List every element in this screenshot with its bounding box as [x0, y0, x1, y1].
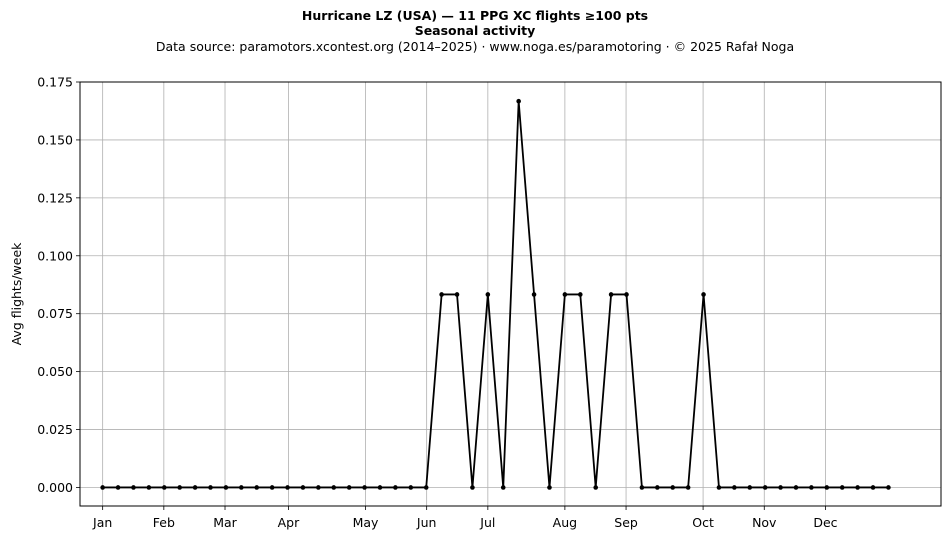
data-point — [239, 485, 244, 490]
x-tick-label: Mar — [213, 515, 237, 530]
series-line — [102, 100, 889, 489]
data-point — [624, 292, 629, 297]
y-tick-label: 0.175 — [37, 75, 73, 90]
plot-frame — [79, 81, 942, 507]
y-tick-label: 0.025 — [37, 422, 73, 437]
x-tick-label: Jun — [416, 515, 437, 530]
data-point — [562, 292, 568, 297]
chart-title: Hurricane LZ (USA) — 11 PPG XC flights ≥… — [301, 8, 649, 23]
data-point — [639, 485, 645, 490]
data-point — [439, 292, 444, 297]
data-point — [732, 485, 737, 490]
data-point — [855, 485, 860, 490]
data-point — [285, 485, 290, 490]
y-tick-label: 0.075 — [37, 306, 73, 321]
data-point — [516, 98, 521, 104]
data-point — [331, 485, 337, 490]
data-point — [500, 485, 506, 490]
data-point — [254, 485, 260, 490]
y-tick-label: 0.000 — [37, 480, 73, 495]
data-point — [454, 292, 460, 297]
data-point — [146, 485, 152, 490]
data-point — [362, 485, 367, 490]
data-point — [809, 485, 814, 490]
data-point — [747, 485, 753, 490]
data-point — [269, 485, 275, 490]
data-point — [131, 485, 136, 490]
data-point — [839, 485, 845, 490]
data-point — [408, 485, 414, 490]
data-point — [701, 292, 706, 297]
data-point — [870, 485, 876, 490]
x-tick-label: Feb — [153, 515, 175, 530]
data-point — [547, 485, 552, 490]
data-point — [716, 485, 722, 490]
data-point — [685, 485, 691, 490]
x-tick-label: May — [353, 515, 379, 530]
x-tick-label: Jan — [92, 515, 112, 530]
x-tick-label: Aug — [553, 515, 577, 530]
data-point — [485, 292, 491, 297]
x-axis-ticks: Jan Feb Mar Apr May Jun Jul Aug Sep Oct Nov Dec — [92, 506, 838, 530]
data-point — [377, 485, 383, 490]
series-line-group — [102, 100, 889, 489]
data-point — [886, 485, 891, 490]
data-point — [778, 485, 783, 490]
data-point — [192, 485, 198, 490]
y-tick-label: 0.050 — [37, 364, 73, 379]
data-point — [655, 485, 660, 490]
data-point — [824, 485, 830, 490]
data-point — [161, 485, 167, 490]
data-point — [423, 485, 429, 490]
data-point — [208, 485, 213, 490]
data-point — [762, 485, 768, 490]
data-point — [115, 485, 121, 490]
x-tick-label: Oct — [692, 515, 714, 530]
data-point — [793, 485, 799, 490]
y-axis-ticks: 0.000 0.025 0.050 0.075 0.100 0.125 0.150 0.175 — [37, 75, 80, 495]
data-point — [608, 292, 614, 297]
x-tick-label: Dec — [813, 515, 837, 530]
data-source-line: Data source: paramotors.xcontest.org (20… — [155, 39, 795, 54]
data-point — [593, 485, 598, 490]
x-tick-label: Sep — [614, 515, 638, 530]
chart-subtitle: Seasonal activity — [414, 23, 536, 38]
y-axis-label: Avg flights/week — [9, 242, 24, 346]
data-point — [577, 292, 583, 297]
x-tick-label: Nov — [752, 515, 777, 530]
data-points — [100, 98, 891, 490]
y-tick-label: 0.100 — [37, 248, 73, 263]
x-tick-label: Apr — [278, 515, 300, 530]
data-point — [100, 485, 105, 490]
data-point — [670, 485, 676, 490]
y-tick-label: 0.150 — [37, 132, 73, 147]
data-point — [300, 485, 306, 490]
data-point — [393, 485, 398, 490]
data-point — [223, 485, 229, 490]
data-point — [346, 485, 352, 490]
x-tick-label: Jul — [479, 515, 495, 530]
data-point — [316, 485, 321, 490]
data-point — [470, 485, 475, 490]
y-tick-label: 0.125 — [37, 190, 73, 205]
chart-header: Hurricane LZ (USA) — 11 PPG XC flights ≥… — [0, 8, 950, 56]
data-point — [531, 292, 537, 297]
data-point — [177, 485, 182, 490]
